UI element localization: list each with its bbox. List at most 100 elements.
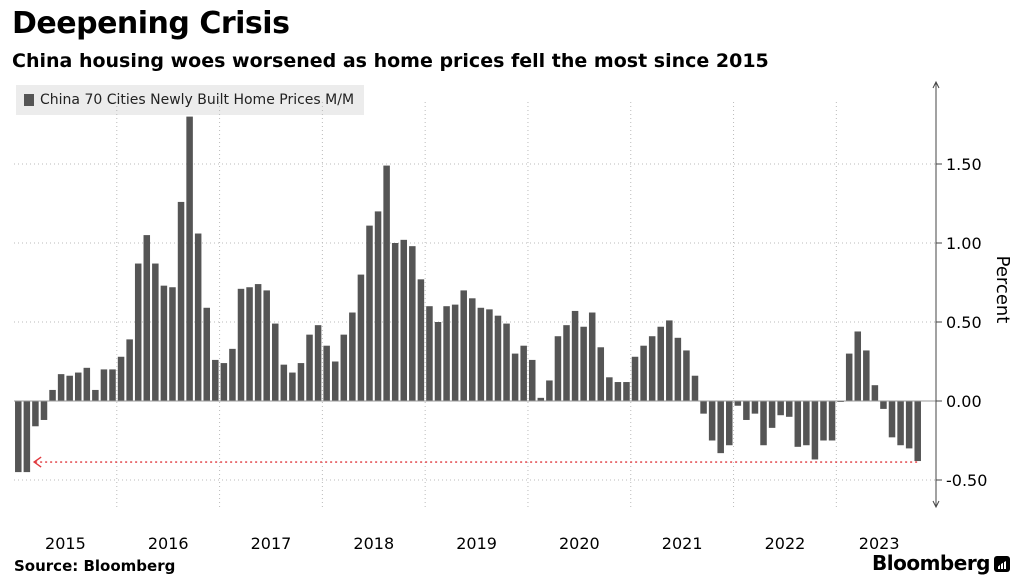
source-note: Source: Bloomberg (14, 557, 176, 575)
bar (134, 263, 142, 401)
bar (400, 239, 408, 401)
bar (126, 339, 133, 401)
bar (794, 401, 802, 447)
bar (905, 401, 913, 449)
bar (186, 116, 193, 401)
x-tick-label: 2017 (251, 534, 292, 553)
x-tick-label: 2020 (559, 534, 600, 553)
bar (734, 401, 742, 406)
bar (811, 401, 819, 460)
bar (297, 363, 305, 401)
bar (383, 165, 390, 401)
bar (169, 287, 176, 401)
bar (597, 347, 605, 401)
bar (494, 315, 502, 401)
bar (100, 369, 108, 401)
bar (914, 401, 921, 462)
bar (160, 285, 168, 401)
bar (751, 401, 759, 414)
bar (366, 225, 373, 401)
bar (263, 290, 270, 401)
bar (897, 401, 904, 446)
bar (820, 401, 827, 441)
bar (469, 298, 476, 401)
bar (571, 310, 579, 401)
bar (537, 397, 545, 401)
bar (109, 369, 116, 401)
bar (229, 348, 236, 401)
chart-title: Deepening Crisis (12, 6, 290, 41)
bar (854, 331, 862, 401)
bar (152, 263, 159, 401)
bar (391, 243, 399, 401)
bar (648, 336, 656, 401)
bar (511, 353, 519, 401)
y-axis-arrow-down (932, 500, 940, 509)
x-tick-label: 2019 (456, 534, 497, 553)
bar (272, 323, 279, 401)
bar (357, 274, 365, 401)
bar (434, 322, 442, 401)
bar (451, 304, 459, 401)
x-tick-label: 2016 (148, 534, 189, 553)
bar (606, 377, 613, 401)
bar (194, 233, 202, 401)
bar (888, 401, 896, 438)
bar (92, 389, 99, 401)
bar (331, 361, 339, 401)
bar (66, 375, 73, 401)
bar (289, 372, 296, 401)
bar (477, 307, 485, 401)
bar (254, 284, 262, 401)
bar (74, 372, 82, 401)
y-tick-label: 0.50 (946, 313, 982, 332)
x-tick-label: 2023 (859, 534, 900, 553)
bar (554, 336, 562, 401)
bar (306, 334, 313, 401)
x-tick-label: 2018 (353, 534, 394, 553)
bar (588, 312, 596, 401)
bar (409, 246, 416, 401)
bar (203, 307, 210, 401)
bar (691, 375, 699, 401)
bar (143, 235, 151, 401)
bar (520, 345, 527, 401)
legend-swatch (24, 94, 34, 106)
x-tick-label: 2022 (765, 534, 806, 553)
legend: China 70 Cities Newly Built Home Prices … (16, 85, 365, 115)
bar (32, 401, 39, 427)
bar (845, 353, 853, 401)
bar (426, 306, 433, 401)
bar (349, 312, 356, 401)
bar (683, 350, 690, 401)
bar (460, 290, 467, 401)
bar (177, 201, 185, 401)
bar (777, 401, 784, 416)
x-tick-label: 2021 (662, 534, 703, 553)
bar (503, 323, 510, 401)
bar (863, 350, 870, 401)
bar (717, 401, 724, 454)
bar (220, 363, 228, 401)
bar (666, 320, 673, 401)
bar (785, 401, 793, 417)
bar (708, 401, 716, 441)
bar (546, 380, 553, 401)
bar (314, 325, 322, 401)
bar (871, 385, 879, 401)
bar (623, 382, 630, 401)
bar (417, 279, 425, 401)
bar (726, 401, 733, 446)
chart-subtitle: China housing woes worsened as home pric… (12, 50, 769, 72)
y-tick-label: 0.00 (946, 392, 982, 411)
bar (374, 211, 382, 401)
bar (828, 401, 836, 441)
bar (23, 401, 31, 473)
y-tick-label: 1.50 (946, 155, 982, 174)
bar (280, 364, 288, 401)
bar (340, 334, 348, 401)
bar (443, 306, 450, 401)
bar (528, 359, 536, 401)
bar (563, 325, 570, 401)
